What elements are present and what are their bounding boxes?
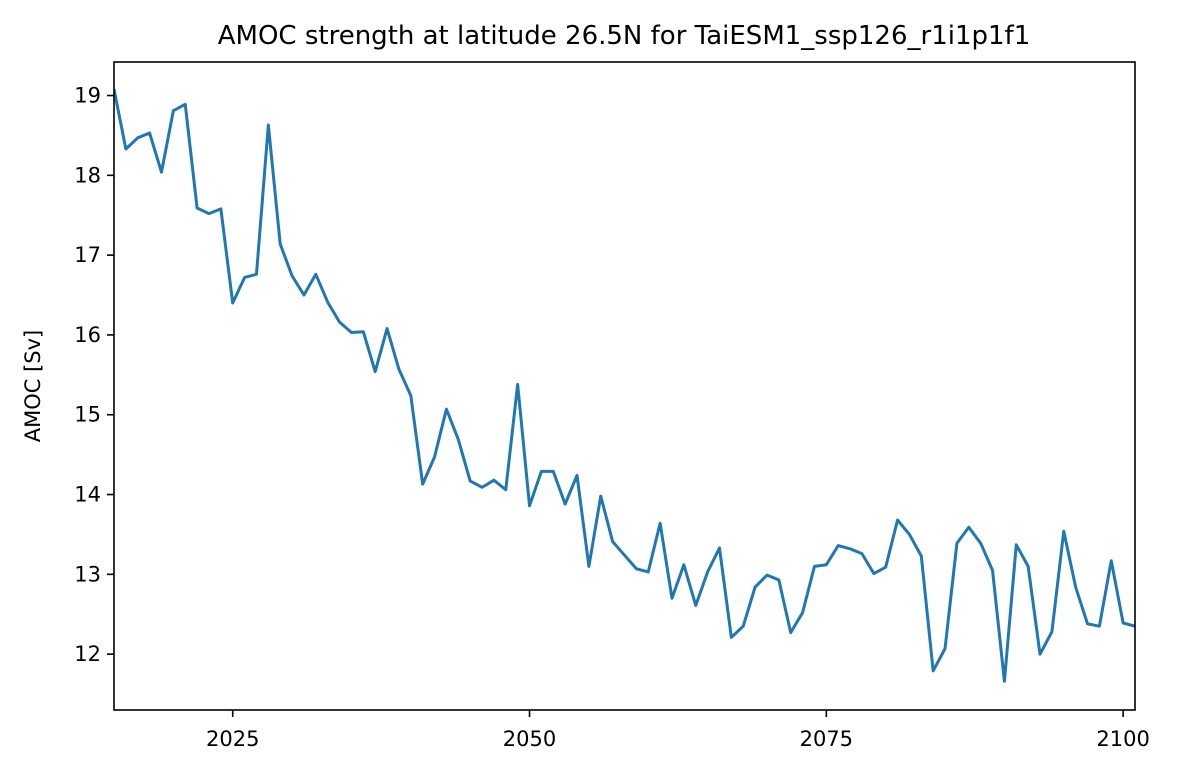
plot-area [114,88,1135,683]
x-tick-label: 2050 [503,727,556,751]
y-tick-label: 18 [74,163,101,187]
y-tick-label: 15 [74,403,101,427]
chart-title: AMOC strength at latitude 26.5N for TaiE… [218,21,1031,51]
axis-ticks: 2025 2050 2075 2100 12 13 14 15 16 17 18 19 [74,84,1150,751]
y-tick-label: 19 [74,84,101,108]
plot-frame [113,61,1136,711]
y-tick-label: 17 [74,243,101,267]
y-tick-label: 12 [74,642,101,666]
y-tick-label: 16 [74,323,101,347]
y-tick-label: 13 [74,562,101,586]
x-tick-label: 2075 [800,727,853,751]
series-line-0 [114,88,1135,683]
y-tick-label: 14 [74,483,101,507]
y-axis-label: AMOC [Sv] [21,330,45,443]
x-tick-label: 2025 [206,727,259,751]
x-tick-label: 2100 [1096,727,1149,751]
